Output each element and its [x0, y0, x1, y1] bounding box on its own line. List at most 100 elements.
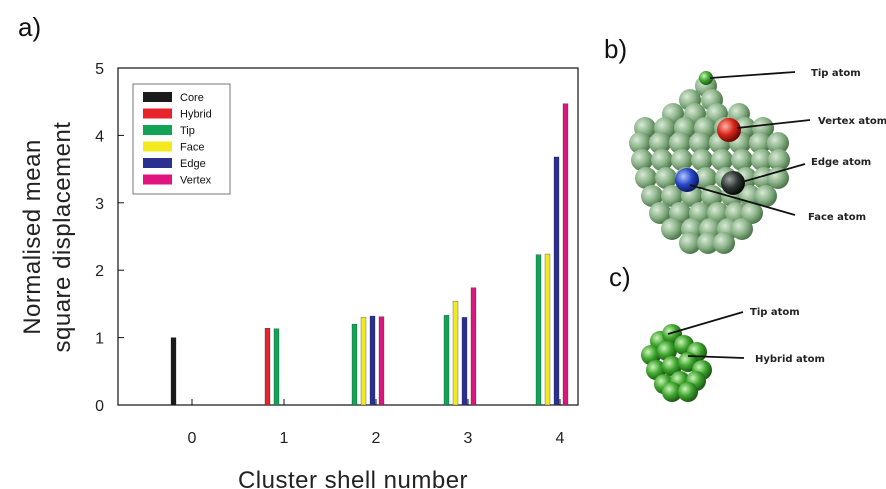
- atom-sphere: [751, 149, 773, 171]
- atom-sphere: [711, 149, 733, 171]
- x-tick-label: 2: [372, 430, 381, 447]
- y-tick-label: 1: [95, 331, 104, 348]
- legend-swatch: [143, 92, 172, 102]
- plot-area: [117, 67, 579, 406]
- atom-sphere: [662, 382, 682, 402]
- y-tick-label: 2: [95, 263, 104, 280]
- bar-vertex: [562, 103, 569, 406]
- panel-label-c: c): [609, 262, 631, 292]
- bar-tip: [443, 315, 450, 406]
- atom-sphere: [697, 232, 719, 254]
- atom-sphere: [689, 132, 711, 154]
- bar-hybrid: [264, 328, 271, 406]
- bar-tip: [273, 328, 280, 406]
- y-tick-label: 5: [95, 61, 104, 78]
- legend-label: Edge: [180, 158, 206, 170]
- legend-swatch: [143, 174, 172, 185]
- leader-line: [689, 184, 796, 216]
- x-axis-title: Cluster shell number: [238, 467, 468, 489]
- atom-sphere: [731, 149, 753, 171]
- x-tick-label: 0: [188, 430, 197, 447]
- atom-sphere: [678, 382, 698, 402]
- y-tick-label: 4: [95, 128, 104, 145]
- legend-label: Core: [180, 92, 204, 104]
- y-tick-label: 3: [95, 196, 104, 213]
- y-axis-title-line2: square displacement: [49, 122, 76, 353]
- legend-swatch: [143, 141, 172, 152]
- atom-sphere: [661, 185, 683, 207]
- atom-sphere: [661, 218, 683, 240]
- legend-label: Vertex: [180, 175, 212, 187]
- bar-tip: [535, 254, 542, 406]
- atom-sphere: [641, 185, 663, 207]
- atom-sphere: [651, 149, 673, 171]
- y-tick-label: 0: [95, 398, 104, 415]
- bar-edge: [369, 315, 376, 406]
- bar-core: [170, 337, 177, 406]
- vertex-atom: [717, 118, 741, 142]
- leader-line: [687, 355, 745, 359]
- legend-swatch: [143, 158, 172, 168]
- bar-face: [360, 317, 367, 406]
- atom-sphere: [655, 167, 677, 189]
- x-tick-label: 1: [280, 430, 289, 447]
- atom-sphere: [713, 232, 735, 254]
- atom-sphere: [695, 167, 717, 189]
- atom-sphere: [671, 149, 693, 171]
- atom-sphere: [635, 167, 657, 189]
- leader-line: [741, 163, 806, 183]
- leader-line: [667, 311, 744, 335]
- axes-group: 0 1 2 3 4 5 0 1 2 3 4: [95, 61, 564, 447]
- cluster-c-labels: Tip atom Hybrid atom: [667, 307, 825, 365]
- atom-sphere: [768, 149, 790, 171]
- plot-frame: [117, 67, 579, 406]
- atom-sphere: [679, 232, 701, 254]
- x-tick-label: 3: [464, 430, 473, 447]
- nanoparticle-cluster-c: [641, 324, 712, 402]
- tip-atom-label: Tip atom: [750, 307, 800, 318]
- leader-line: [736, 119, 811, 129]
- atom-sphere: [691, 149, 713, 171]
- edge-atom: [721, 171, 745, 195]
- atom-sphere: [741, 202, 763, 224]
- x-tick-label: 4: [556, 430, 565, 447]
- atom-sphere: [631, 149, 653, 171]
- hybrid-atom-label: Hybrid atom: [755, 354, 825, 365]
- bar-face: [452, 301, 459, 406]
- atom-sphere: [669, 132, 691, 154]
- y-axis-title-line1: Normalised mean: [19, 139, 46, 335]
- legend-label: Hybrid: [180, 109, 212, 121]
- atom-sphere: [731, 218, 753, 240]
- bar-face: [544, 253, 551, 406]
- face-atom-label: Face atom: [808, 212, 866, 223]
- leader-line: [709, 71, 796, 79]
- atom-sphere: [767, 132, 789, 154]
- legend: Core Hybrid Tip Face Edge Vertex: [132, 83, 231, 195]
- atom-sphere: [649, 202, 671, 224]
- atom-sphere: [749, 132, 771, 154]
- bar-edge: [553, 156, 560, 406]
- face-atom: [675, 168, 699, 192]
- legend-swatch: [143, 108, 172, 119]
- atom-sphere: [629, 132, 651, 154]
- legend-swatch: [143, 125, 172, 135]
- nanoparticle-cluster-b: [629, 71, 790, 254]
- atom-sphere: [662, 356, 682, 376]
- tip-atom-label: Tip atom: [811, 68, 861, 79]
- atom-sphere: [755, 185, 777, 207]
- bar-vertex: [470, 287, 477, 406]
- vertex-atom-label: Vertex atom: [818, 116, 886, 127]
- bars-group: [170, 103, 569, 406]
- bar-edge: [461, 317, 468, 406]
- edge-atom-label: Edge atom: [811, 157, 871, 168]
- bar-vertex: [378, 316, 385, 406]
- bar-tip: [351, 323, 358, 406]
- atom-sphere: [649, 132, 671, 154]
- panel-label-a: a): [18, 12, 42, 42]
- panel-label-b: b): [604, 34, 628, 64]
- legend-label: Tip: [180, 125, 195, 137]
- legend-label: Face: [180, 142, 204, 154]
- cluster-b-labels: Tip atom Vertex atom Edge atom Face atom: [689, 68, 886, 223]
- tip-atom: [699, 71, 713, 85]
